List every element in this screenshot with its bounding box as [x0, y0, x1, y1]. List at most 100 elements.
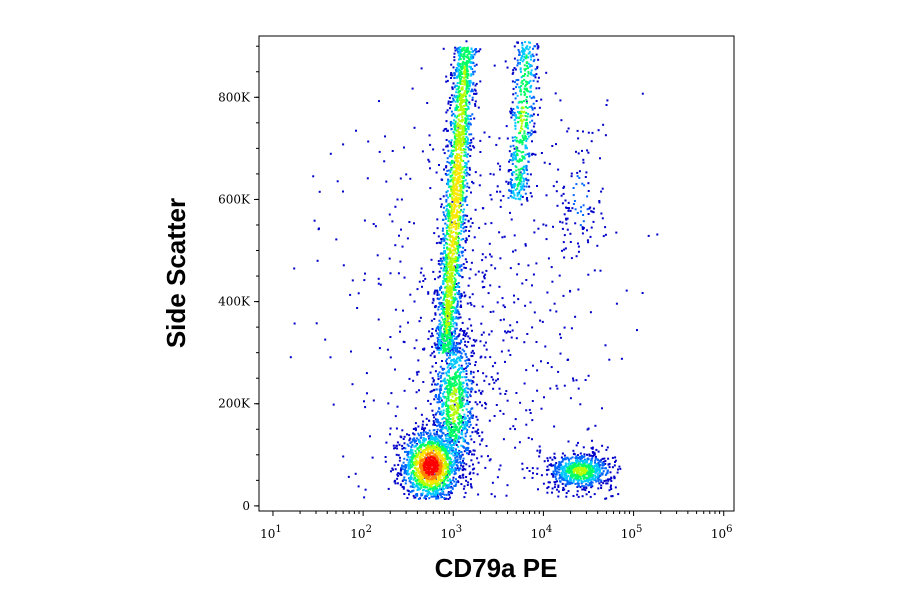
event-point — [598, 201, 601, 204]
event-point — [449, 362, 452, 365]
event-point — [561, 202, 564, 205]
event-point — [465, 463, 468, 466]
event-point — [449, 389, 451, 392]
event-point — [517, 41, 519, 44]
event-point — [464, 468, 467, 471]
event-point — [461, 276, 464, 279]
event-point — [546, 487, 549, 490]
event-point — [451, 153, 454, 156]
event-point — [463, 55, 466, 57]
event-point — [470, 390, 473, 393]
event-point — [577, 484, 580, 487]
event-point — [399, 325, 402, 328]
event-point — [439, 437, 442, 439]
event-point — [444, 251, 447, 254]
event-point — [420, 67, 423, 70]
event-point — [446, 233, 449, 236]
event-point — [450, 435, 453, 438]
event-point — [460, 238, 463, 241]
event-point — [433, 318, 436, 320]
event-point — [529, 192, 532, 195]
event-point — [605, 448, 608, 451]
event-point — [442, 262, 445, 265]
event-point — [562, 241, 565, 244]
event-point — [569, 476, 572, 479]
event-point — [570, 327, 573, 330]
event-point — [437, 308, 440, 311]
event-point — [572, 463, 575, 466]
event-point — [454, 309, 457, 312]
event-point — [456, 97, 459, 100]
event-point — [605, 482, 608, 485]
event-point — [474, 401, 477, 404]
event-point — [587, 151, 590, 154]
event-point — [458, 376, 461, 379]
event-point — [401, 444, 404, 447]
event-point — [411, 453, 414, 456]
event-point — [438, 351, 441, 354]
event-point — [413, 462, 416, 465]
event-point — [488, 419, 491, 422]
event-point — [467, 52, 470, 55]
event-point — [450, 485, 453, 488]
event-point — [449, 107, 451, 110]
event-point — [463, 70, 466, 73]
event-point — [463, 171, 466, 174]
event-point — [404, 471, 407, 474]
event-point — [453, 132, 456, 135]
event-point — [455, 481, 458, 484]
event-point — [455, 360, 457, 363]
event-point — [434, 289, 437, 292]
event-point — [591, 439, 593, 442]
event-point — [464, 161, 467, 164]
event-point — [454, 437, 457, 440]
event-point — [450, 120, 453, 123]
event-point — [429, 143, 432, 146]
event-point — [436, 348, 439, 351]
event-point — [472, 472, 475, 475]
event-point — [593, 467, 596, 470]
event-point — [456, 247, 459, 250]
event-point — [466, 153, 469, 156]
event-point — [449, 104, 452, 107]
event-point — [446, 457, 449, 460]
event-point — [444, 342, 446, 345]
event-point — [457, 387, 460, 390]
event-point — [467, 358, 470, 361]
event-point — [465, 362, 468, 365]
event-point — [590, 486, 593, 489]
event-point — [394, 368, 396, 371]
event-point — [461, 62, 464, 65]
event-point — [452, 306, 455, 309]
event-point — [485, 445, 488, 447]
event-point — [517, 298, 520, 301]
event-point — [484, 407, 487, 410]
event-point — [523, 138, 525, 141]
event-point — [545, 469, 548, 472]
event-point — [452, 390, 455, 393]
event-point — [428, 442, 431, 445]
event-point — [444, 477, 447, 479]
event-point — [570, 468, 573, 471]
event-point — [518, 192, 521, 195]
event-point — [429, 434, 432, 437]
event-point — [468, 59, 471, 62]
event-point — [466, 117, 469, 120]
event-point — [489, 356, 492, 359]
event-point — [529, 64, 532, 66]
event-point — [524, 153, 527, 156]
event-point — [455, 94, 458, 97]
event-point — [448, 161, 451, 164]
event-point — [460, 464, 463, 467]
event-point — [428, 429, 431, 432]
event-point — [478, 389, 481, 392]
event-point — [404, 482, 407, 485]
event-point — [453, 459, 456, 462]
event-point — [445, 200, 448, 203]
event-point — [436, 218, 439, 221]
event-point — [444, 329, 447, 332]
event-point — [449, 486, 452, 489]
event-point — [595, 465, 598, 468]
event-point — [574, 208, 577, 211]
event-point — [465, 447, 468, 450]
